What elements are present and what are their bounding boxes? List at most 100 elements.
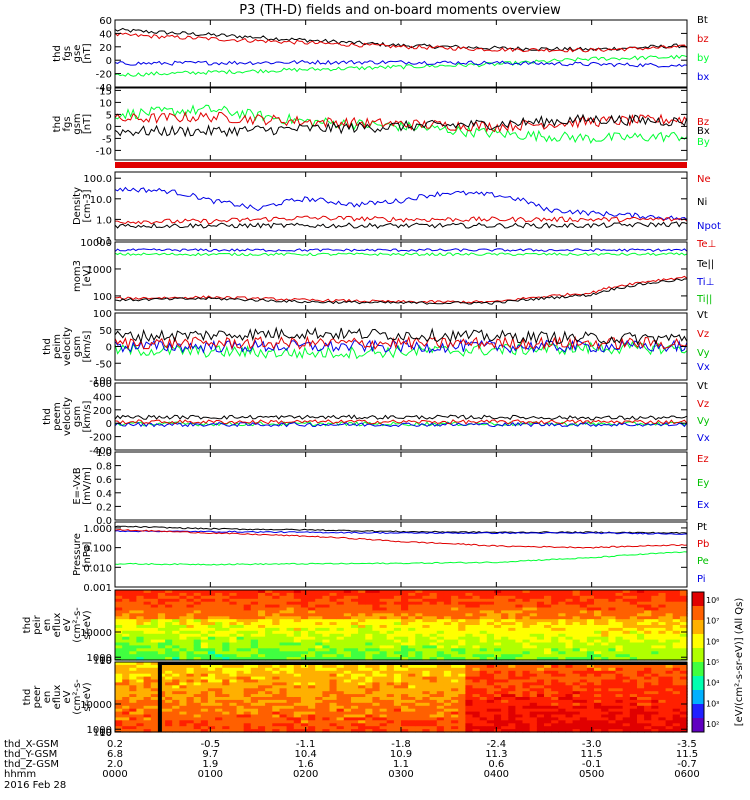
spectrogram-cell <box>150 613 159 617</box>
spectrogram-cell <box>665 697 674 701</box>
spectrogram-cell <box>608 729 617 733</box>
spectrogram-cell <box>679 642 688 646</box>
spectrogram-cell <box>508 717 517 721</box>
spectrogram-cell <box>122 619 130 623</box>
spectrogram-cell <box>365 619 374 623</box>
spectrogram-cell <box>122 607 130 611</box>
spectrogram-cell <box>665 639 674 644</box>
spectrogram-cell <box>551 639 559 644</box>
spectrogram-cell <box>372 633 381 638</box>
y-axis-label: thd <box>42 338 53 355</box>
spectrogram-cell <box>143 595 152 600</box>
spectrogram-cell <box>579 729 588 733</box>
spectrogram-cell <box>536 651 545 655</box>
spectrogram-cell <box>465 648 474 652</box>
spectrogram-cell <box>501 607 509 611</box>
spectrogram-cell <box>644 636 652 641</box>
spectrogram-cell <box>172 645 180 649</box>
spectrogram-cell <box>422 705 431 710</box>
spectrogram-cell <box>451 685 459 689</box>
spectrogram-cell <box>250 627 259 632</box>
spectrogram-cell <box>293 642 302 646</box>
spectrogram-cell <box>308 694 316 698</box>
spectrogram-cell <box>522 648 531 652</box>
spectrogram-cell <box>501 705 509 710</box>
spectrogram-cell <box>343 654 352 658</box>
spectrogram-cell <box>572 694 581 698</box>
spectrogram-cell <box>222 682 231 686</box>
spectrogram-cell <box>207 604 216 609</box>
spectrogram-cell <box>579 673 588 678</box>
spectrogram-cell <box>536 717 545 721</box>
spectrogram-cell <box>250 711 259 716</box>
spectrogram-cell <box>136 714 145 718</box>
spectrogram-cell <box>579 642 588 646</box>
spectrogram-cell <box>136 590 145 594</box>
spectrogram-cell <box>401 601 409 606</box>
spectrogram-cell <box>250 645 259 649</box>
spectrogram-cell <box>629 633 638 638</box>
spectrogram-cell <box>157 625 166 629</box>
spectrogram-cell <box>529 679 538 683</box>
spectrogram-cell <box>393 625 402 629</box>
spectrogram-cell <box>594 604 602 609</box>
spectrogram-cell <box>401 673 409 678</box>
spectrogram-cell <box>186 702 195 707</box>
spectrogram-cell <box>465 723 474 727</box>
spectrogram-cell <box>207 723 216 727</box>
spectrogram-cell <box>558 723 567 727</box>
spectrogram-cell <box>665 667 674 672</box>
spectrogram-cell <box>551 595 559 600</box>
spectrogram-cell <box>615 673 624 678</box>
spectrogram-cell <box>386 627 395 632</box>
spectrogram-cell <box>115 592 123 597</box>
spectrogram-cell <box>193 630 202 635</box>
spectrogram-cell <box>279 717 288 721</box>
orbit-value: 0400 <box>484 769 509 780</box>
spectrogram-cell <box>594 682 602 686</box>
spectrogram-cell <box>672 673 681 678</box>
spectrogram-cell <box>122 705 130 710</box>
spectrogram-cell <box>565 616 574 620</box>
y-tick-label: 0 <box>106 419 112 430</box>
spectrogram-cell <box>143 590 152 594</box>
spectrogram-cell <box>529 613 538 617</box>
spectrogram-cell <box>658 729 667 733</box>
spectrogram-cell <box>365 616 374 620</box>
spectrogram-cell <box>279 645 288 649</box>
spectrogram-cell <box>536 654 545 658</box>
spectrogram-cell <box>486 685 495 689</box>
spectrogram-cell <box>122 633 130 638</box>
spectrogram-cell <box>322 711 331 716</box>
spectrogram-cell <box>594 590 602 594</box>
spectrogram-cell <box>179 723 188 727</box>
spectrogram-cell <box>308 604 316 609</box>
spectrogram-cell <box>315 595 323 600</box>
spectrogram-cell <box>522 667 531 672</box>
spectrogram-cell <box>644 702 652 707</box>
spectrogram-cell <box>601 694 609 698</box>
spectrogram-cell <box>386 664 395 669</box>
spectrogram-cell <box>622 642 631 646</box>
spectrogram-cell <box>679 595 688 600</box>
spectrogram-cell <box>122 636 130 641</box>
spectrogram-cell <box>594 723 602 727</box>
spectrogram-cell <box>229 627 238 632</box>
spectrogram-cell <box>494 720 502 724</box>
spectrogram-cell <box>215 645 223 649</box>
spectrogram-cell <box>365 613 374 617</box>
spectrogram-cell <box>565 625 574 629</box>
spectrogram-cell <box>522 723 531 727</box>
spectrogram-cell <box>343 717 352 721</box>
spectrogram-cell <box>644 726 652 730</box>
orbit-value: 11.3 <box>485 749 507 760</box>
spectrogram-cell <box>544 676 552 681</box>
spectrogram-cell <box>129 697 138 701</box>
spectrogram-cell <box>529 729 538 733</box>
spectrogram-cell <box>458 699 466 704</box>
spectrogram-cell <box>465 607 474 611</box>
spectrogram-cell <box>136 699 145 704</box>
spectrogram-cell <box>451 667 459 672</box>
spectrogram-cell <box>329 598 338 603</box>
spectrogram-cell <box>558 616 567 620</box>
